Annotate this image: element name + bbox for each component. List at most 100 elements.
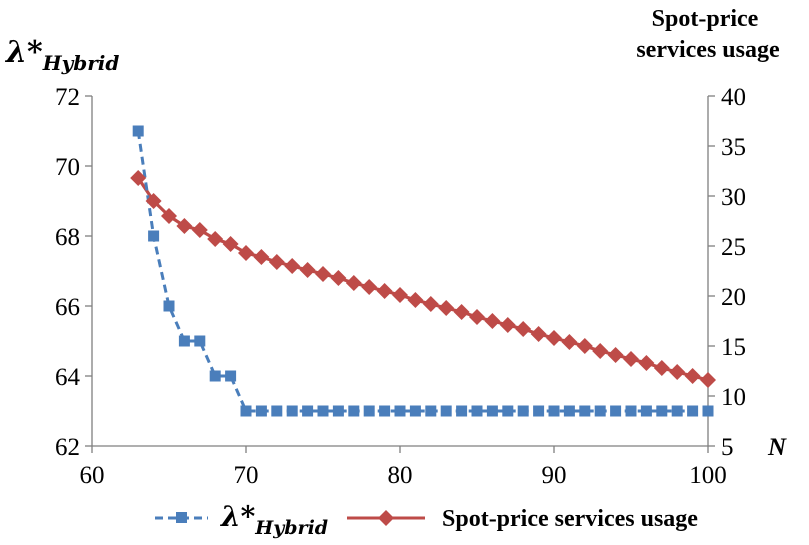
spot-price-data-point (130, 170, 147, 186)
hybrid-data-point (671, 405, 683, 417)
spot-price-data-point (268, 254, 285, 270)
right-tick-label: 30 (721, 184, 746, 211)
hybrid-data-point (533, 405, 545, 417)
spot-price-data-point (345, 275, 362, 291)
legend: λ*Hybrid Spot-price services usage (155, 500, 698, 539)
left-tick-label: 70 (55, 154, 80, 181)
hybrid-data-point (548, 405, 560, 417)
spot-price-data-point (191, 222, 208, 238)
spot-price-data-point (623, 351, 639, 367)
tick-labels: 62 64 66 68 70 72 5 10 15 20 25 30 35 40 60 70 80 90 100 (55, 84, 746, 489)
left-tick-label: 68 (55, 224, 80, 251)
spot-price-data-point (499, 317, 516, 333)
hybrid-data-point (687, 405, 699, 417)
spot-price-data-point (607, 347, 624, 363)
right-tick-label: 25 (721, 234, 746, 261)
hybrid-data-point (579, 405, 591, 417)
hybrid-data-point (286, 405, 298, 417)
hybrid-data-point (317, 405, 329, 417)
hybrid-data-point (517, 405, 529, 417)
spot-price-data-point (515, 321, 532, 337)
left-tick-label: 64 (55, 364, 81, 391)
spot-price-data-point (638, 355, 655, 371)
hybrid-series-line (136, 130, 708, 413)
spot-price-data-point (238, 245, 254, 261)
hybrid-data-point (379, 405, 391, 417)
x-tick-label: 60 (80, 462, 105, 489)
right-axis-title-line-2: services usage (636, 37, 780, 63)
spot-price-data-point (561, 334, 578, 350)
left-tick-label: 66 (55, 294, 80, 321)
left-tick-label: 62 (55, 434, 80, 461)
spot-price-data-point (453, 304, 470, 320)
left-tick-label: 72 (55, 84, 80, 111)
hybrid-data-point (656, 405, 668, 417)
right-tick-label: 15 (721, 334, 746, 361)
series-lines (136, 130, 709, 413)
spot-price-data-point (376, 283, 393, 299)
spot-price-data-point (299, 262, 316, 278)
hybrid-data-point (240, 405, 252, 417)
hybrid-data-point (471, 405, 483, 417)
hybrid-data-point (394, 405, 406, 417)
hybrid-data-point (194, 335, 206, 347)
spot-price-data-point (207, 231, 224, 247)
spot-price-data-point (438, 300, 455, 316)
hybrid-data-point (302, 405, 314, 417)
hybrid-data-point (271, 405, 283, 417)
series-markers (130, 125, 716, 417)
spot-price-data-point (530, 326, 547, 342)
hybrid-data-point (563, 405, 575, 417)
hybrid-data-point (625, 405, 637, 417)
legend-label-hybrid: λ*Hybrid (220, 500, 328, 539)
hybrid-data-point (502, 405, 514, 417)
spot-price-data-point (422, 296, 439, 312)
spot-price-data-point (145, 193, 162, 209)
hybrid-data-point (425, 405, 437, 417)
hybrid-data-point (440, 405, 452, 417)
legend-swatch-hybrid-marker (176, 512, 187, 523)
right-axis-title: Spot-price services usage (636, 6, 780, 63)
spot-price-data-point (361, 279, 378, 295)
x-axis-title: N (767, 434, 787, 461)
hybrid-data-point (178, 335, 190, 347)
spot-price-data-point (576, 338, 593, 354)
legend-label-spot: Spot-price services usage (442, 506, 698, 532)
spot-price-series-line (136, 177, 709, 382)
hybrid-data-point (456, 405, 468, 417)
hybrid-data-point (255, 405, 267, 417)
spot-price-data-point (700, 372, 716, 388)
hybrid-data-point (409, 405, 421, 417)
axes (85, 95, 715, 453)
right-tick-label: 5 (721, 434, 734, 461)
hybrid-data-point (610, 405, 622, 417)
x-tick-label: 90 (542, 462, 567, 489)
spot-price-data-point (484, 313, 501, 329)
spot-price-data-point (284, 258, 301, 274)
spot-price-data-point (469, 309, 485, 325)
spot-price-data-point (161, 208, 177, 224)
spot-price-data-point (315, 266, 331, 282)
spot-price-data-point (546, 330, 562, 346)
spot-price-data-point (330, 270, 347, 286)
x-tick-label: 100 (689, 462, 727, 489)
spot-price-data-point (592, 343, 609, 359)
hybrid-data-point (209, 370, 221, 382)
spot-price-data-point (653, 360, 670, 376)
right-axis-title-line-1: Spot-price (652, 6, 759, 32)
left-axis-title: λ*Hybrid (4, 35, 119, 75)
hybrid-data-point (163, 300, 175, 312)
spot-price-data-point (222, 236, 239, 252)
hybrid-data-point (348, 405, 360, 417)
spot-price-data-point (407, 292, 424, 308)
hybrid-data-point (702, 405, 714, 417)
x-tick-label: 70 (234, 462, 259, 489)
right-tick-label: 20 (721, 284, 746, 311)
hybrid-data-point (332, 405, 344, 417)
hybrid-data-point (363, 405, 375, 417)
right-tick-label: 35 (721, 134, 746, 161)
hybrid-data-point (225, 370, 237, 382)
hybrid-data-point (640, 405, 652, 417)
hybrid-data-point (486, 405, 498, 417)
